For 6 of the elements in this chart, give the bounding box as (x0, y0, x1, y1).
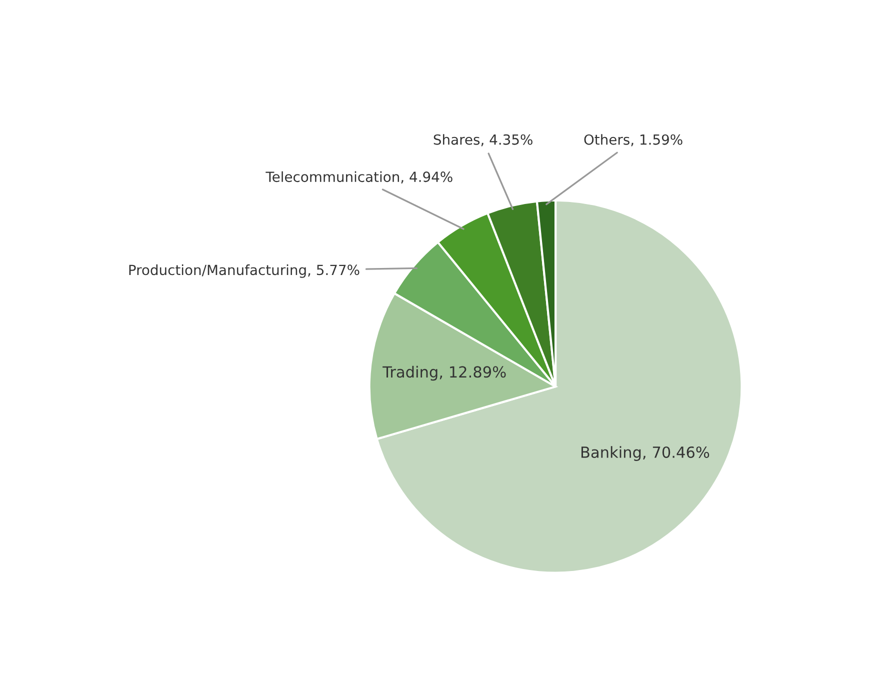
slice-label: Trading, 12.89% (382, 366, 506, 381)
slice-label: Others, 1.59% (584, 134, 682, 146)
slice-label: Telecommunication, 4.94% (266, 171, 452, 184)
slice-label: Shares, 4.35% (434, 134, 532, 146)
slice-label: Production/Manufacturing, 5.77% (129, 264, 360, 278)
slice-label: Banking, 70.46% (581, 446, 710, 461)
